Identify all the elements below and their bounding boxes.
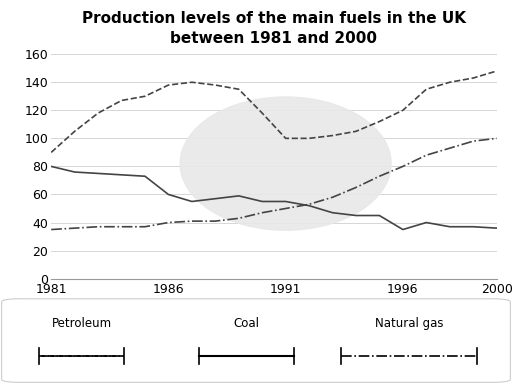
FancyBboxPatch shape: [2, 299, 510, 382]
Text: Coal: Coal: [233, 317, 260, 330]
Ellipse shape: [180, 97, 391, 230]
Text: Petroleum: Petroleum: [52, 317, 112, 330]
Text: Natural gas: Natural gas: [375, 317, 443, 330]
Title: Production levels of the main fuels in the UK
between 1981 and 2000: Production levels of the main fuels in t…: [82, 11, 466, 46]
